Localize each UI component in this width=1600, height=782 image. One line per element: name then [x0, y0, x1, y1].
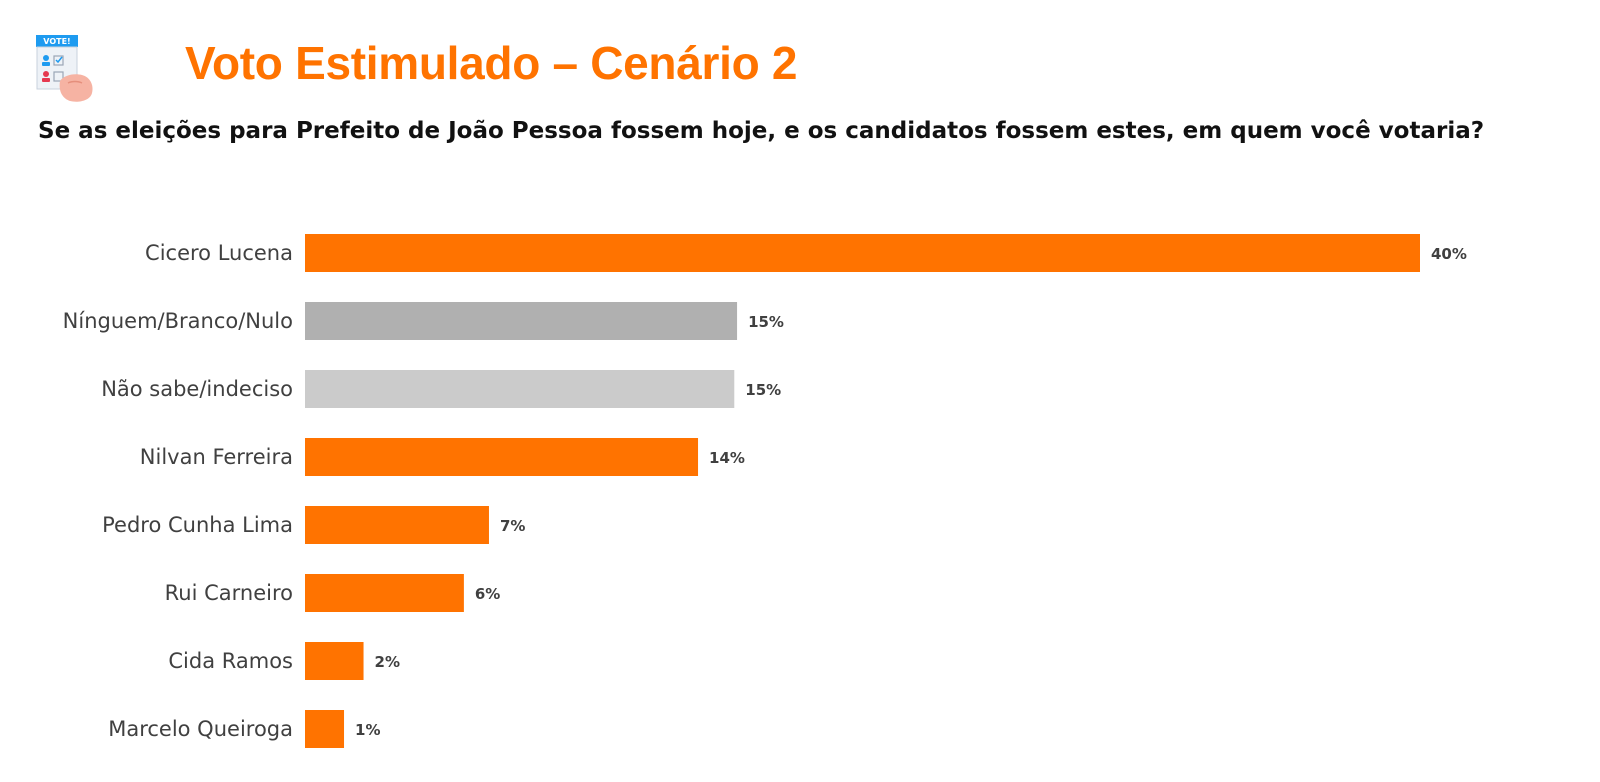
category-label: Nínguem/Branco/Nulo — [63, 309, 293, 333]
value-label: 1% — [355, 721, 380, 739]
value-label: 15% — [748, 313, 784, 331]
category-label: Rui Carneiro — [165, 581, 293, 605]
bar — [305, 438, 699, 476]
ballot-sheet — [36, 46, 78, 90]
category-label: Cida Ramos — [168, 649, 293, 673]
bar — [305, 642, 364, 680]
page-title: Voto Estimulado – Cenário 2 — [185, 37, 798, 89]
bar — [305, 506, 489, 544]
bar — [305, 234, 1420, 272]
category-label: Pedro Cunha Lima — [102, 513, 293, 537]
value-label: 40% — [1431, 245, 1467, 263]
vote-badge — [36, 35, 78, 47]
bar — [305, 710, 345, 748]
vote-ballot-icon: VOTE! — [34, 31, 98, 103]
survey-question: Se as eleições para Prefeito de João Pes… — [38, 118, 1485, 144]
value-label: 6% — [475, 585, 500, 603]
vote-badge-text: VOTE! — [43, 37, 70, 46]
category-label: Não sabe/indeciso — [101, 377, 293, 401]
bar — [305, 302, 738, 340]
category-label: Cicero Lucena — [145, 241, 293, 265]
value-label: 2% — [375, 653, 400, 671]
value-label: 7% — [500, 517, 525, 535]
value-label: 15% — [745, 381, 781, 399]
category-label: Nilvan Ferreira — [140, 445, 293, 469]
hand-shape — [59, 74, 93, 102]
bar — [305, 370, 735, 408]
bar — [305, 574, 464, 612]
category-label: Marcelo Queiroga — [108, 717, 293, 741]
value-label: 14% — [709, 449, 745, 467]
